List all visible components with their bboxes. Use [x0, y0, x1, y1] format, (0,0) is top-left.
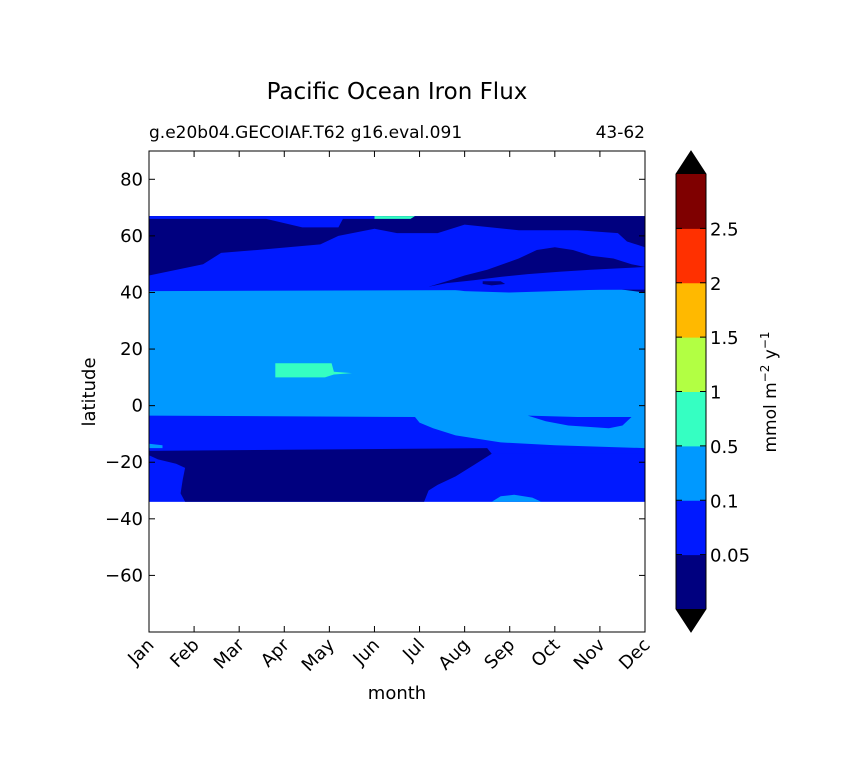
y-tick-label: 40 [120, 282, 143, 303]
y-tick-label: 60 [120, 226, 143, 247]
contour-region-5 [428, 267, 645, 293]
chart-subtitle-left: g.e20b04.GECOIAF.T62 g16.eval.091 [149, 123, 462, 143]
y-axis: 80 60 40 20 0 −20 −40 −60 [105, 169, 645, 586]
x-tick-label: Apr [257, 634, 294, 671]
contour-region-11 [149, 448, 492, 502]
colorbar-tick-label: 1.5 [710, 328, 739, 349]
colorbar-segment [676, 174, 706, 229]
contour-region-1 [149, 289, 645, 451]
y-tick-label: 0 [132, 396, 143, 417]
colorbar-extend-max [676, 151, 706, 174]
colorbar-tick-label: 0.1 [710, 491, 739, 512]
colorbar-segment [676, 228, 706, 284]
x-tick-label: Nov [570, 634, 610, 674]
y-tick-label: 20 [120, 339, 143, 360]
contour-region-7 [374, 216, 415, 219]
colorbar-segment [676, 445, 706, 501]
colorbar-label-exponent: −1 [758, 331, 772, 349]
x-tick-label: Jul [398, 635, 429, 666]
colorbar-label-text: mmol m [761, 382, 781, 452]
contour-region-8 [275, 363, 352, 378]
colorbar-segment [676, 500, 706, 556]
colorbar-label-text: y [761, 349, 781, 364]
plot-frame [148, 150, 646, 633]
y-tick-label: −60 [105, 565, 143, 586]
y-tick-label: −20 [105, 452, 143, 473]
contour-region-3 [149, 216, 384, 228]
chart-subtitle-right: 43-62 [596, 123, 645, 143]
contour-regions [149, 216, 645, 502]
contour-region-2 [149, 216, 645, 276]
colorbar-tick-label: 2 [710, 274, 721, 295]
colorbar-extend-min [676, 609, 706, 632]
contour-region-10 [527, 415, 632, 429]
contour-region-13 [149, 443, 163, 449]
colorbar-segment [676, 282, 706, 338]
colorbar-tick-label: 2.5 [710, 219, 739, 240]
x-axis-label: month [368, 683, 426, 704]
contour-region-12 [491, 494, 542, 502]
chart-title: Pacific Ocean Iron Flux [267, 79, 528, 105]
y-tick-label: −40 [105, 509, 143, 530]
colorbar-segment [676, 337, 706, 392]
x-tick-label: Jun [349, 635, 384, 670]
colorbar-tick-label: 0.5 [710, 437, 739, 458]
x-tick-label: Aug [434, 635, 474, 675]
contour-region-6 [482, 281, 506, 286]
colorbar-segment [676, 391, 706, 447]
colorbar-outline [675, 150, 707, 633]
colorbar-label-exponent: −2 [758, 365, 772, 383]
colorbar-tick-label: 0.05 [710, 546, 750, 567]
x-tick-label: Dec [615, 635, 654, 674]
x-tick-label: May [298, 634, 339, 675]
colorbar-tick-label: 1 [710, 383, 721, 404]
y-tick-label: 80 [120, 169, 143, 190]
colorbar-label: mmol m−2 y−1 [758, 331, 781, 452]
x-tick-label: Feb [166, 635, 203, 672]
x-tick-label: Mar [210, 634, 249, 673]
plot-area [149, 151, 645, 632]
contour-region-9 [149, 415, 645, 454]
colorbar: 0.05 0.1 0.5 1 1.5 2 2.5 [675, 150, 750, 633]
x-tick-label: Jan [123, 635, 158, 670]
colorbar-segment [676, 554, 706, 610]
y-axis-label: latitude [79, 357, 100, 426]
x-tick-label: Sep [480, 635, 519, 674]
x-tick-label: Oct [527, 635, 564, 672]
